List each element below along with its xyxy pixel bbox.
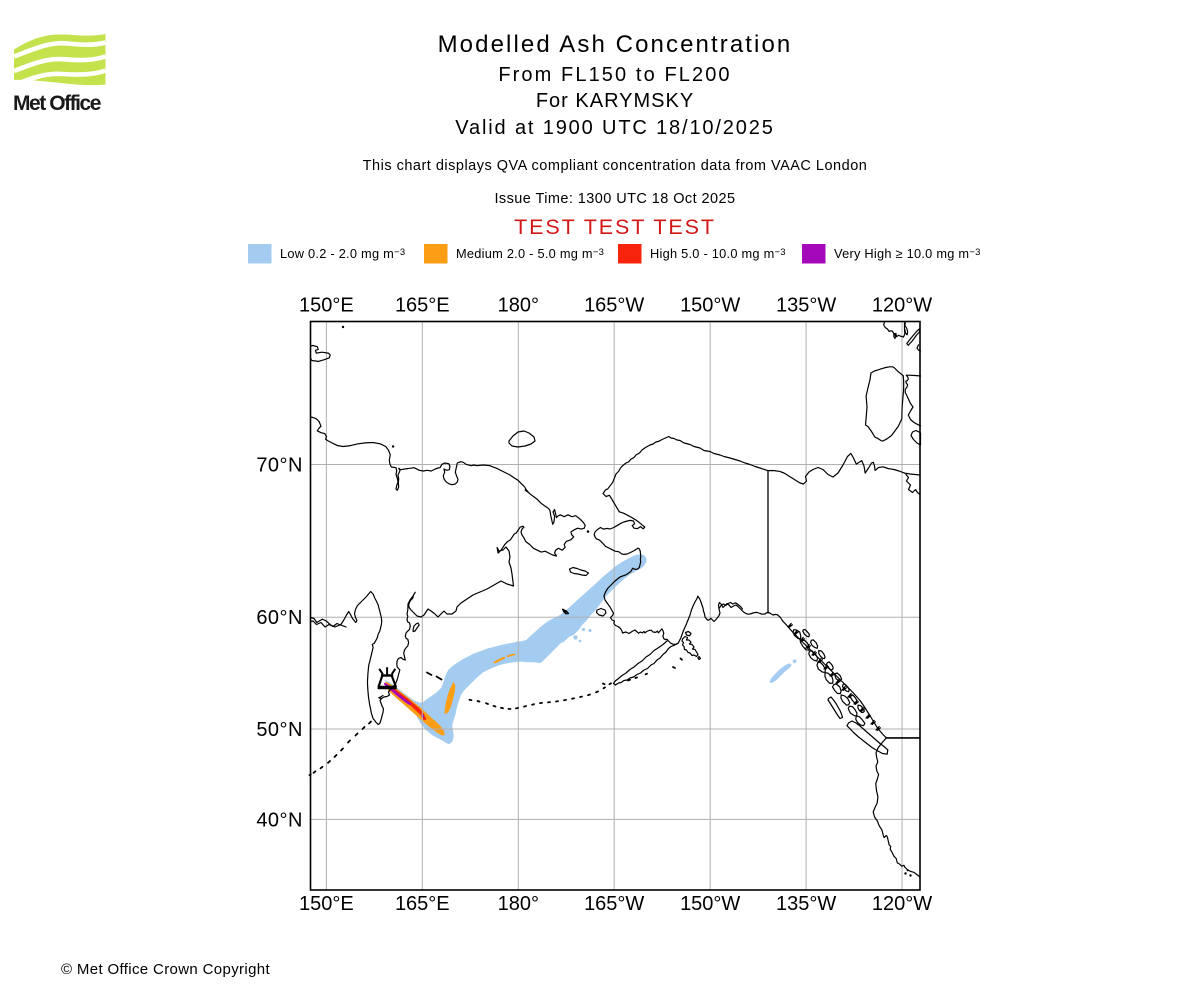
svg-text:180°: 180° [498, 295, 539, 317]
svg-text:150°W: 150°W [680, 295, 740, 317]
svg-text:150°E: 150°E [299, 893, 354, 915]
svg-text:70°N: 70°N [256, 455, 303, 477]
svg-text:40°N: 40°N [256, 809, 303, 831]
svg-text:165°W: 165°W [584, 893, 644, 915]
svg-text:150°E: 150°E [299, 295, 354, 317]
svg-text:180°: 180° [498, 893, 539, 915]
svg-text:Medium 2.0 - 5.0 mg m−3: Medium 2.0 - 5.0 mg m−3 [456, 246, 604, 261]
svg-text:120°W: 120°W [872, 893, 932, 915]
svg-text:50°N: 50°N [256, 719, 303, 741]
svg-text:Met Office: Met Office [13, 92, 101, 115]
svg-text:High 5.0 - 10.0 mg m−3: High 5.0 - 10.0 mg m−3 [650, 246, 786, 261]
svg-text:Very High ≥ 10.0 mg m−3: Very High ≥ 10.0 mg m−3 [834, 246, 981, 261]
svg-text:Low 0.2 - 2.0 mg m−3: Low 0.2 - 2.0 mg m−3 [280, 246, 405, 261]
svg-text:120°W: 120°W [872, 295, 932, 317]
svg-text:135°W: 135°W [776, 295, 836, 317]
svg-text:150°W: 150°W [680, 893, 740, 915]
svg-text:60°N: 60°N [256, 607, 303, 629]
svg-text:165°E: 165°E [395, 295, 450, 317]
svg-text:165°E: 165°E [395, 893, 450, 915]
svg-text:135°W: 135°W [776, 893, 836, 915]
svg-text:165°W: 165°W [584, 295, 644, 317]
